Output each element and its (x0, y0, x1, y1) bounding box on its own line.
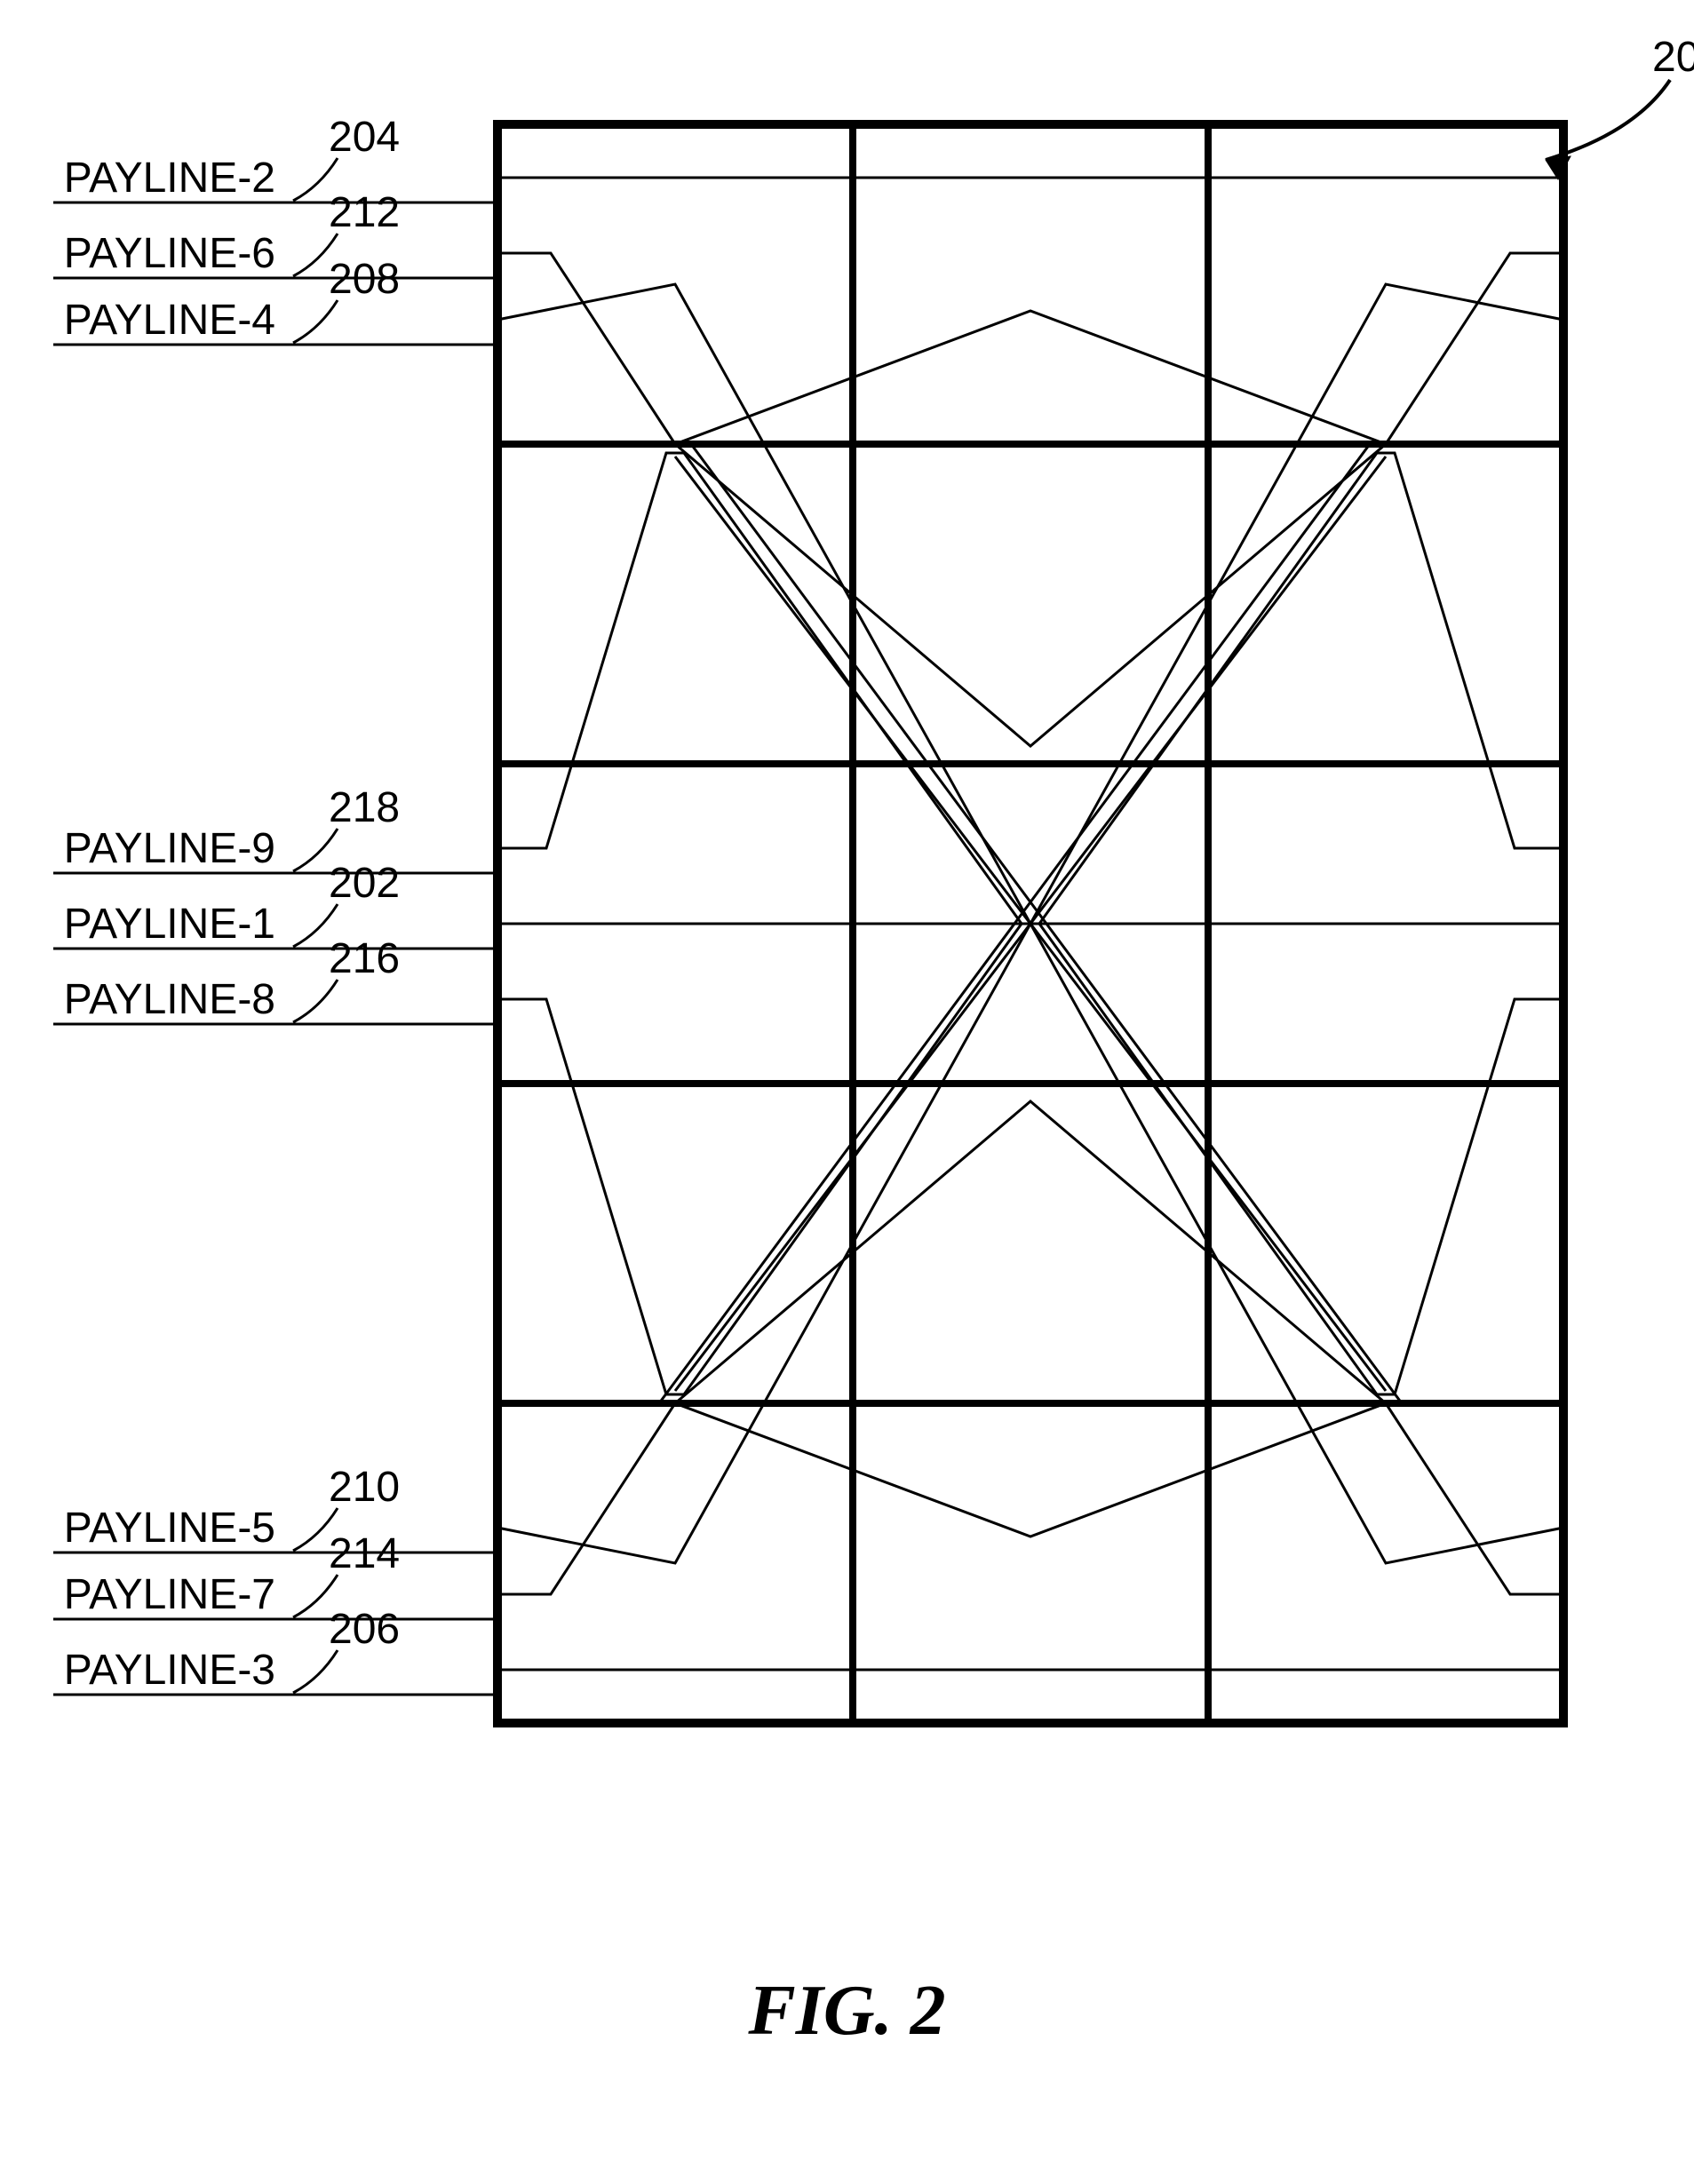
payline-label: PAYLINE-9 (64, 825, 275, 872)
payline-label: PAYLINE-1 (64, 901, 275, 948)
figure-caption: FIG. 2 (747, 1972, 945, 2050)
payline-label: PAYLINE-7 (64, 1571, 275, 1618)
ref-number: 218 (329, 784, 400, 831)
ref-number: 202 (329, 860, 400, 907)
ref-number: 210 (329, 1464, 400, 1511)
payline-label: PAYLINE-6 (64, 230, 275, 277)
ref-number: 216 (329, 935, 400, 982)
ref-leader (293, 980, 338, 1022)
payline-label: PAYLINE-8 (64, 976, 275, 1023)
ref-leader (293, 300, 338, 343)
ref-number: 212 (329, 189, 400, 236)
ref-number: 214 (329, 1530, 400, 1577)
ref-number: 208 (329, 256, 400, 303)
ref-number: 206 (329, 1606, 400, 1653)
payline-label: PAYLINE-4 (64, 297, 275, 344)
ref-leader (293, 1650, 338, 1693)
payline-label: PAYLINE-5 (64, 1505, 275, 1552)
figure-ref-200: 200 (1652, 34, 1694, 81)
figure-canvas: PAYLINE-2 204 PAYLINE-6 212 PAYLINE-4 208 PAYL… (0, 0, 1694, 2184)
payline-label: PAYLINE-2 (64, 155, 275, 202)
payline-label: PAYLINE-3 (64, 1647, 275, 1694)
ref-number: 204 (329, 114, 400, 161)
